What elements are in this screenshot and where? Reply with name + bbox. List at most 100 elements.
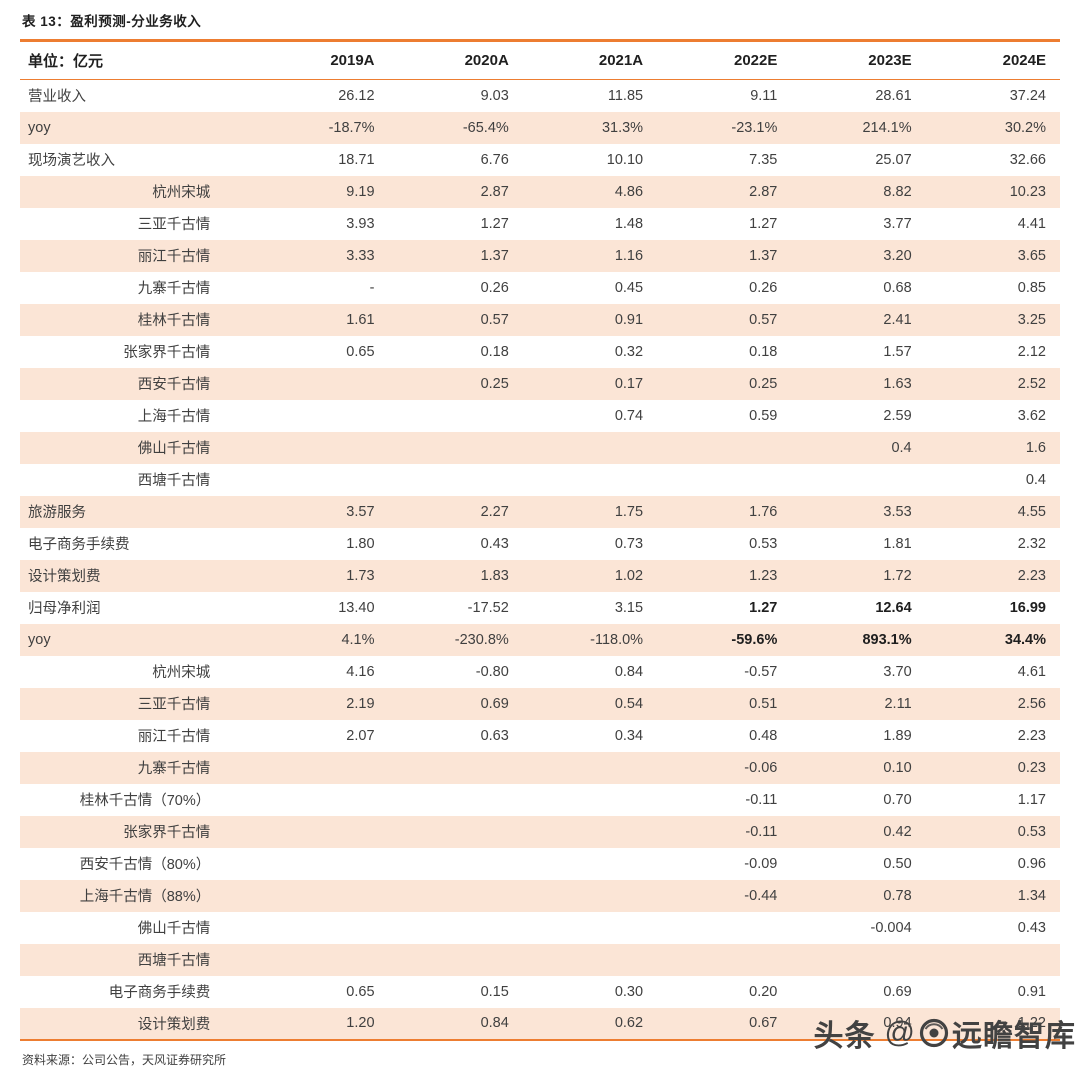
watermark-brand: 远瞻智库 [952,1020,1076,1053]
row-label: 上海千古情 [137,409,211,425]
table-row: 桂林千古情（70%） -0.11 0.70 1.17 [20,784,1060,816]
value-cell: 0.20 [749,983,778,1000]
value-cell: -18.7% [328,119,375,136]
value-cell: 0.84 [388,1007,523,1041]
value-cell: 0.91 [1017,983,1046,1000]
value-cell [254,368,388,400]
value-cell [254,464,388,496]
value-cell: 0.30 [614,983,644,1000]
value-cell: 1.16 [614,247,644,264]
value-cell: 0.69 [480,695,509,712]
value-cell: 1.27 [480,215,509,232]
value-cell: 0.53 [749,535,778,552]
watermark: 头条 @ 远瞻智库 [814,1011,1076,1055]
value-cell [254,432,388,464]
value-cell: 37.24 [1009,87,1046,104]
value-cell: 8.82 [883,183,912,200]
value-cell [389,912,523,944]
value-cell: 0.84 [614,663,644,680]
table-header: 单位：亿元 2019A 2020A 2021A 2022E 2023E 2024E [20,39,1060,80]
value-cell: 2.32 [1017,535,1046,552]
value-cell [523,816,657,848]
value-cell: 2.12 [1017,343,1046,360]
value-cell: 0.18 [480,343,509,360]
year-column-header: 2023E [791,39,926,80]
value-cell: 0.65 [346,983,375,1000]
value-cell: 0.74 [614,407,644,424]
table-row: 归母净利润 13.40 -17.52 3.15 1.27 12.64 16.99 [20,592,1060,624]
value-cell [523,784,657,816]
value-cell [791,944,925,976]
value-cell: -0.11 [745,791,778,808]
value-cell: 1.63 [883,375,912,392]
table-row: 张家界千古情 0.65 0.18 0.32 0.18 1.57 2.12 [20,336,1060,368]
value-cell: 12.64 [875,599,912,616]
table-row: 设计策划费 1.20 0.84 0.62 0.67 0.94 1.22 [20,1007,1060,1041]
value-cell [523,432,657,464]
value-cell: 28.61 [875,87,912,104]
value-cell [389,464,523,496]
row-label: yoy [28,119,51,136]
value-cell: -230.8% [454,631,509,648]
year-column-header: 2020A [388,39,523,80]
value-cell: 1.20 [254,1007,389,1041]
value-cell: 2.52 [1017,375,1046,392]
table-row: 旅游服务 3.57 2.27 1.75 1.76 3.53 4.55 [20,495,1060,528]
value-cell: 2.23 [1017,727,1046,744]
row-label: 佛山千古情 [137,441,211,457]
value-cell [926,944,1060,976]
value-cell: -0.57 [744,663,778,680]
value-cell: 18.71 [338,151,375,168]
value-cell: 2.87 [480,183,509,200]
row-label: 西塘千古情 [137,953,211,969]
value-cell: -65.4% [462,119,509,136]
value-cell: 0.91 [614,311,644,328]
value-cell: -0.09 [744,855,778,872]
watermark-prefix: 头条 [813,1020,876,1053]
table-row: yoy 4.1% -230.8% -118.0% -59.6% 893.1% 34.4% [20,623,1060,656]
value-cell: 0.68 [883,279,912,296]
value-cell: -0.11 [745,823,778,840]
table-row: 上海千古情（88%） -0.44 0.78 1.34 [20,879,1060,912]
value-cell: -59.6% [731,631,778,648]
value-cell: 0.65 [346,343,375,360]
table-row: 三亚千古情 3.93 1.27 1.48 1.27 3.77 4.41 [20,208,1060,240]
value-cell [254,880,388,912]
value-cell: - [369,279,375,296]
value-cell: -118.0% [590,631,644,648]
value-cell: 0.4 [1025,471,1046,488]
value-cell: 0.43 [480,535,509,552]
row-label: 杭州宋城 [152,185,211,201]
value-cell: 3.77 [883,215,912,232]
header-row: 单位：亿元 2019A 2020A 2021A 2022E 2023E 2024E [20,39,1060,80]
value-cell [254,816,388,848]
row-label: 西塘千古情 [137,473,211,489]
row-label: 九寨千古情 [137,281,211,297]
value-cell: 0.53 [1017,823,1046,840]
table-row: yoy -18.7% -65.4% 31.3% -23.1% 214.1% 30.2% [20,111,1060,144]
value-cell: 2.41 [883,311,912,328]
value-cell [523,752,657,784]
row-label: 桂林千古情 [137,313,211,329]
row-label: 上海千古情（88%） [79,889,211,905]
row-label: 丽江千古情 [137,249,211,265]
source-note: 资料来源：公司公告，天风证券研究所 [22,1052,227,1067]
value-cell: 1.80 [346,535,375,552]
value-cell: 0.10 [883,759,912,776]
row-label: 桂林千古情（70%） [79,793,211,809]
value-cell: 0.50 [883,855,912,872]
value-cell: 0.26 [749,279,778,296]
value-cell: 3.15 [614,599,644,616]
value-cell [657,464,791,496]
row-label: 三亚千古情 [137,697,211,713]
value-cell [389,752,523,784]
table-row: 九寨千古情 - 0.26 0.45 0.26 0.68 0.85 [20,272,1060,304]
value-cell: 1.22 [925,1007,1060,1041]
value-cell [389,784,523,816]
value-cell: 2.23 [1017,567,1046,584]
value-cell: 1.76 [749,503,778,520]
row-label: 旅游服务 [28,505,86,521]
row-label: 九寨千古情 [137,761,211,777]
value-cell [254,784,388,816]
value-cell: 0.43 [1017,919,1046,936]
